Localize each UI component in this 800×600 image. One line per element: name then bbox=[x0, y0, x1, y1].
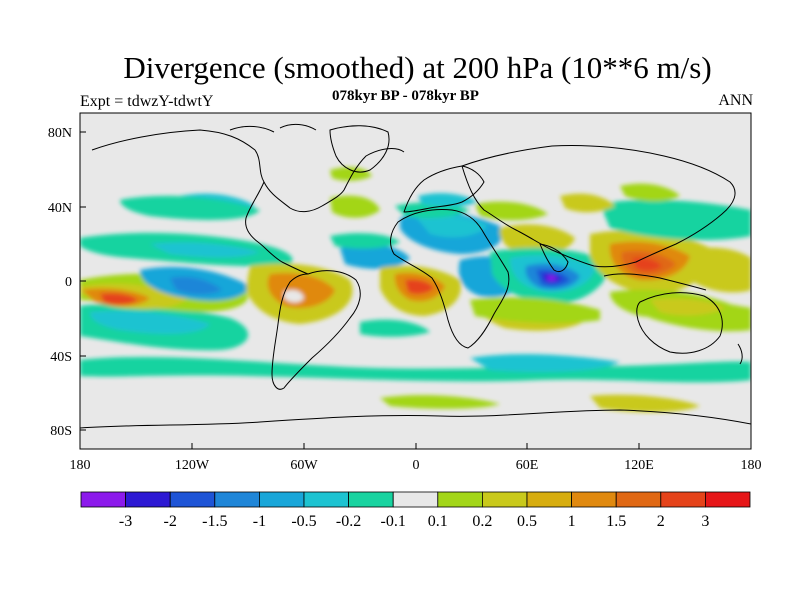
colorbar-label: 0.2 bbox=[472, 513, 492, 530]
coast-antarctica bbox=[80, 409, 751, 429]
field-southern-ocean-band bbox=[80, 356, 751, 383]
lon-tick-label: 180 bbox=[741, 458, 762, 473]
coast-asia bbox=[461, 144, 736, 268]
colorbar-label: 0.1 bbox=[428, 513, 448, 530]
field-arctic-green bbox=[330, 167, 372, 181]
coast-new-zealand bbox=[737, 343, 743, 365]
colorbar-swatch bbox=[660, 491, 706, 508]
colorbar-swatch bbox=[437, 491, 483, 508]
field-southern-ocean-band-2 bbox=[470, 354, 620, 372]
field-australia-yellow bbox=[650, 298, 725, 316]
lat-tick-label: 80N bbox=[48, 126, 72, 141]
field-south-indian-green bbox=[470, 297, 600, 323]
field-antarctic-coast bbox=[380, 395, 500, 409]
field-south-pacific-high-inner bbox=[90, 310, 210, 334]
field-equatorial-atlantic-north bbox=[330, 233, 400, 249]
colorbar-label: 0.5 bbox=[517, 513, 537, 530]
coast-canadian-archipelago bbox=[229, 123, 317, 133]
lat-tick-label: 0 bbox=[65, 275, 72, 290]
field-north-pacific-itcz-inner bbox=[150, 242, 260, 258]
plot-title: Divergence (smoothed) at 200 hPa (10**6 … bbox=[123, 50, 712, 85]
colorbar-swatch bbox=[571, 491, 617, 508]
colorbar-swatch bbox=[348, 491, 394, 508]
field-arabia-positive bbox=[499, 224, 575, 256]
divergence-field bbox=[80, 167, 751, 413]
colorbar-label: 1.5 bbox=[606, 513, 626, 530]
colorbar-swatch bbox=[481, 491, 528, 508]
lon-tick-label: 180 bbox=[70, 458, 91, 473]
coast-north-america bbox=[91, 129, 405, 275]
field-west-pacific-green bbox=[600, 199, 751, 241]
field-western-pacific-yellow bbox=[690, 247, 751, 293]
lon-tick-label: 0 bbox=[413, 458, 420, 473]
field-siberia-green bbox=[620, 183, 680, 202]
colorbar-swatch bbox=[80, 491, 126, 508]
colorbar-swatch bbox=[214, 491, 260, 508]
colorbar-label: -0.2 bbox=[336, 513, 361, 530]
field-central-south-pacific-core bbox=[100, 293, 138, 305]
field-east-asia-yellow bbox=[560, 193, 615, 213]
colorbar-swatch bbox=[169, 491, 216, 508]
colorbar-label: 3 bbox=[701, 513, 709, 530]
field-amazon-orange bbox=[267, 272, 335, 309]
colorbar-swatch bbox=[258, 491, 305, 508]
coast-south-america bbox=[271, 270, 361, 390]
coast-europe bbox=[403, 165, 485, 213]
field-north-africa-teal bbox=[415, 214, 488, 238]
colorbar-label: -3 bbox=[119, 513, 132, 530]
lon-axis: 180 120W 60W 0 60E 120E 180 bbox=[70, 443, 762, 473]
colorbar-label: 2 bbox=[657, 513, 665, 530]
lon-tick-label: 60E bbox=[516, 458, 539, 473]
coastlines bbox=[80, 123, 751, 429]
season-label: ANN bbox=[718, 92, 753, 109]
coast-indonesia bbox=[603, 273, 707, 291]
lat-axis: 80N 40N 0 40S 80S bbox=[48, 126, 86, 439]
coast-africa bbox=[390, 209, 510, 349]
colorbar-swatch bbox=[526, 491, 572, 508]
colorbar-label: 1 bbox=[568, 513, 576, 530]
field-south-east-pacific-yellow bbox=[590, 394, 700, 413]
period-label: 078kyr BP - 078kyr BP bbox=[332, 88, 479, 104]
lat-tick-label: 40S bbox=[50, 350, 72, 365]
field-eastern-pacific-negative-core bbox=[170, 276, 222, 295]
colorbar: -3 -2 -1.5 -1 -0.5 -0.2 -0.1 0.1 0.2 0.5 1 1.5 2 3 bbox=[80, 491, 751, 530]
field-indian-ocean-center bbox=[547, 275, 557, 281]
colorbar-swatch bbox=[303, 491, 349, 508]
colorbar-swatch bbox=[705, 491, 751, 508]
field-south-atlantic-high bbox=[360, 319, 430, 337]
field-north-pacific-green bbox=[120, 195, 260, 220]
coast-greenland bbox=[329, 125, 390, 173]
colorbar-swatch bbox=[615, 491, 662, 508]
lon-tick-label: 120W bbox=[175, 458, 210, 473]
field-north-atlantic-green bbox=[330, 195, 380, 218]
coast-india bbox=[539, 243, 569, 273]
colorbar-swatch bbox=[392, 491, 439, 508]
colorbar-label: -0.5 bbox=[291, 513, 316, 530]
field-central-africa-core bbox=[405, 279, 434, 295]
coast-australia bbox=[636, 292, 723, 354]
lat-tick-label: 80S bbox=[50, 424, 72, 439]
colorbar-label: -2 bbox=[164, 513, 177, 530]
lat-tick-label: 40N bbox=[48, 201, 72, 216]
colorbar-label: -1 bbox=[253, 513, 266, 530]
lon-tick-label: 60W bbox=[290, 458, 318, 473]
colorbar-label: -1.5 bbox=[202, 513, 227, 530]
colorbar-swatch bbox=[125, 491, 171, 508]
lon-tick-label: 120E bbox=[624, 458, 654, 473]
field-amazon-hole bbox=[284, 290, 304, 303]
field-mediterranean-teal bbox=[418, 193, 478, 207]
experiment-label: Expt = tdwzY-tdwtY bbox=[80, 93, 214, 110]
colorbar-label: -0.1 bbox=[381, 513, 406, 530]
